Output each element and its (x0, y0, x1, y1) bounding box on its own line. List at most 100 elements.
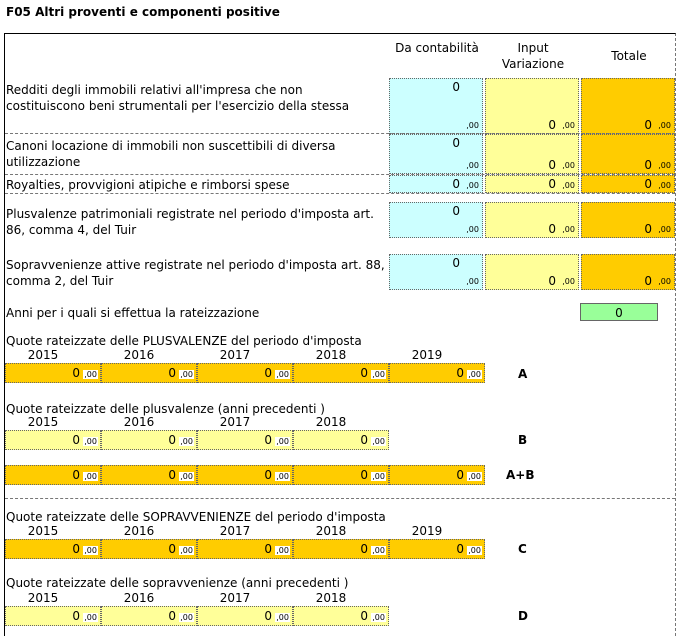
value: 0 (644, 158, 652, 172)
section-label-sopravvenienze-periodo: Quote rateizzate delle SOPRAVVENIENZE de… (6, 510, 386, 524)
year-label: 2015 (27, 524, 59, 538)
row-label-plusvalenze: Plusvalenze patrimoniali registrate nel … (6, 207, 374, 237)
plus-curr-2018-field[interactable]: 0,00 (293, 363, 389, 383)
year-label: 2019 (411, 524, 443, 538)
plus-sum-2016-field: 0,00 (101, 465, 197, 485)
value: 0 (360, 609, 368, 623)
sopr-prev-2015-field[interactable]: 0,00 (5, 606, 101, 626)
value: 0 (548, 177, 556, 191)
royalties-contabilita-field[interactable]: 0 ,00 (389, 175, 483, 193)
value: 0 (168, 433, 176, 447)
value: 0 (644, 274, 652, 288)
value: 0 (264, 542, 272, 556)
decimals: ,00 (467, 370, 482, 379)
plusvalenze-input-field[interactable]: 0 ,00 (485, 202, 579, 238)
value: 0 (456, 366, 464, 380)
value: 0 (168, 609, 176, 623)
row-label-royalties: Royalties, provvigioni atipiche e rimbor… (6, 178, 290, 192)
plusvalenze-contabilita-field[interactable]: 0 ,00 (389, 202, 483, 238)
value: 0 (452, 256, 460, 270)
plus-prev-2018-field[interactable]: 0,00 (293, 430, 389, 450)
decimals: ,00 (83, 613, 98, 622)
value: 0 (644, 177, 652, 191)
year-label: 2016 (123, 348, 155, 362)
decimals: ,00 (83, 546, 98, 555)
plusvalenze-totale-field: 0 ,00 (581, 202, 675, 238)
header-input-variazione: Input Variazione (501, 41, 565, 71)
value: 0 (548, 274, 556, 288)
decimals: ,00 (466, 225, 479, 234)
decimals: ,00 (466, 181, 479, 190)
sopr-curr-2017-field[interactable]: 0,00 (197, 539, 293, 559)
row-letter-a: A (518, 367, 528, 381)
plus-prev-2016-field[interactable]: 0,00 (101, 430, 197, 450)
decimals: ,00 (467, 472, 482, 481)
plus-curr-2016-field[interactable]: 0,00 (101, 363, 197, 383)
value: 0 (360, 542, 368, 556)
royalties-input-field[interactable]: 0 ,00 (485, 175, 579, 193)
row-label-redditi-immobili: Redditi degli immobili relativi all'impr… (6, 83, 350, 113)
decimals: ,00 (83, 370, 98, 379)
sopr-prev-2018-field[interactable]: 0,00 (293, 606, 389, 626)
decimals: ,00 (275, 370, 290, 379)
decimals: ,00 (179, 546, 194, 555)
decimals: ,00 (658, 121, 671, 130)
year-label: 2018 (315, 591, 347, 605)
decimals: ,00 (371, 370, 386, 379)
sopr-curr-2018-field[interactable]: 0,00 (293, 539, 389, 559)
decimals: ,00 (179, 472, 194, 481)
year-label: 2017 (219, 415, 251, 429)
value: 0 (548, 158, 556, 172)
year-label: 2015 (27, 348, 59, 362)
year-label: 2017 (219, 524, 251, 538)
plus-curr-2017-field[interactable]: 0,00 (197, 363, 293, 383)
value: 0 (452, 177, 460, 191)
canoni-contabilita-field[interactable]: 0 ,00 (389, 134, 483, 174)
redditi-contabilita-field[interactable]: 0 ,00 (389, 78, 483, 134)
sopr-curr-2019-field[interactable]: 0,00 (389, 539, 485, 559)
plus-prev-2015-field[interactable]: 0,00 (5, 430, 101, 450)
row-letter-a-plus-b: A+B (506, 468, 535, 482)
sopr-prev-2017-field[interactable]: 0,00 (197, 606, 293, 626)
plus-curr-2015-field[interactable]: 0,00 (5, 363, 101, 383)
row-label-canoni-locazione: Canoni locazione di immobili non suscett… (6, 139, 336, 169)
sopravvenienze-contabilita-field[interactable]: 0 ,00 (389, 254, 483, 290)
decimals: ,00 (179, 437, 194, 446)
decimals: ,00 (371, 437, 386, 446)
value: 0 (360, 366, 368, 380)
decimals: ,00 (562, 225, 575, 234)
decimals: ,00 (466, 277, 479, 286)
decimals: ,00 (179, 370, 194, 379)
plus-sum-2017-field: 0,00 (197, 465, 293, 485)
year-label: 2018 (315, 348, 347, 362)
redditi-totale-field: 0 ,00 (581, 78, 675, 134)
decimals: ,00 (83, 437, 98, 446)
anni-rateizzazione-field[interactable]: 0 (580, 303, 658, 321)
decimals: ,00 (275, 613, 290, 622)
row-letter-c: C (518, 542, 527, 556)
section-label-plusvalenze-periodo: Quote rateizzate delle PLUSVALENZE del p… (6, 334, 362, 348)
sopr-prev-2016-field[interactable]: 0,00 (101, 606, 197, 626)
plus-prev-2017-field[interactable]: 0,00 (197, 430, 293, 450)
year-label: 2015 (27, 415, 59, 429)
canoni-totale-field: 0 ,00 (581, 134, 675, 174)
decimals: ,00 (658, 225, 671, 234)
plus-curr-2019-field[interactable]: 0,00 (389, 363, 485, 383)
sopr-curr-2016-field[interactable]: 0,00 (101, 539, 197, 559)
decimals: ,00 (371, 613, 386, 622)
sopr-curr-2015-field[interactable]: 0,00 (5, 539, 101, 559)
header-totale: Totale (611, 49, 647, 63)
redditi-input-field[interactable]: 0 ,00 (485, 78, 579, 134)
value: 0 (264, 366, 272, 380)
decimals: ,00 (371, 472, 386, 481)
year-label: 2016 (123, 415, 155, 429)
decimals: ,00 (562, 161, 575, 170)
canoni-input-field[interactable]: 0 ,00 (485, 134, 579, 174)
plus-sum-2015-field: 0,00 (5, 465, 101, 485)
anni-rateizzazione-label: Anni per i quali si effettua la rateizza… (6, 306, 260, 320)
value: 0 (72, 609, 80, 623)
sopravvenienze-input-field[interactable]: 0 ,00 (485, 254, 579, 290)
value: 0 (360, 468, 368, 482)
decimals: ,00 (83, 472, 98, 481)
decimals: ,00 (179, 613, 194, 622)
